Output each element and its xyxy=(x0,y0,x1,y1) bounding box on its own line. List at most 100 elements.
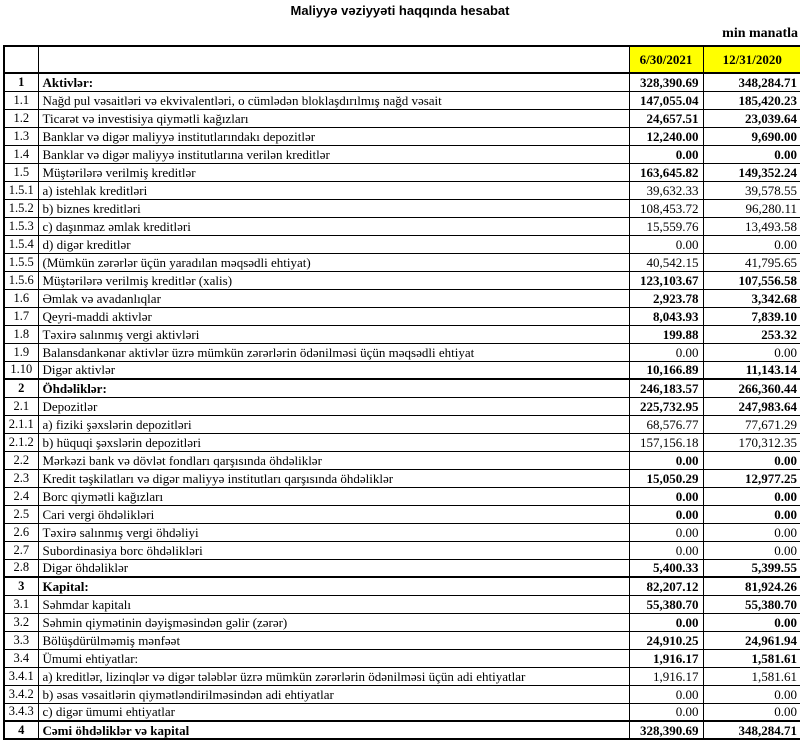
row-value-cell-period-1: 0.00 xyxy=(628,684,704,704)
row-value-cell-period-2: 11,143.14 xyxy=(702,360,800,380)
row-value-cell-period-2: 0.00 xyxy=(702,504,800,524)
table-row: 1.5.1 a) istehlak kreditləri 39,632.33 39,5… xyxy=(3,180,800,200)
table-row: 1.4 Banklar və digər maliyyə institutları… xyxy=(3,144,800,164)
row-label-cell: a) kreditlər, lizinqlər və digər tələblə… xyxy=(37,666,630,686)
row-value-cell-period-2: 107,556.58 xyxy=(702,270,800,290)
row-value-cell-period-2: 41,795.65 xyxy=(702,252,800,272)
row-value-cell-period-2: 348,284.71 xyxy=(702,72,800,92)
table-row: 1.6 Əmlak və avadanlıqlar 2,923.78 3,342.68 xyxy=(3,288,800,308)
row-value-cell-period-2: 348,284.71 xyxy=(702,720,800,740)
row-value-cell-period-1: 328,390.69 xyxy=(628,72,704,92)
table-body: 1 Aktivlər: 328,390.69 348,284.71 1.1 Nağd pu… xyxy=(3,72,800,740)
row-value-cell-period-1: 0.00 xyxy=(628,504,704,524)
row-value-cell-period-2: 81,924.26 xyxy=(702,576,800,596)
row-value-cell-period-1: 39,632.33 xyxy=(628,180,704,200)
row-label-cell: Kapital: xyxy=(37,576,630,596)
row-number-cell: 1.5.1 xyxy=(3,180,39,200)
header-column-period-2: 12/31/2020 xyxy=(702,45,800,74)
row-value-cell-period-2: 5,399.55 xyxy=(702,558,800,578)
row-value-cell-period-2: 7,839.10 xyxy=(702,306,800,326)
row-value-cell-period-1: 24,657.51 xyxy=(628,108,704,128)
row-label-cell: Qeyri-maddi aktivlər xyxy=(37,306,630,326)
table-row: 2 Öhdəliklər: 246,183.57 266,360.44 xyxy=(3,378,800,398)
table-row: 2.4 Borc qiymətli kağızları 0.00 0.00 xyxy=(3,486,800,506)
row-value-cell-period-2: 39,578.55 xyxy=(702,180,800,200)
row-value-cell-period-2: 0.00 xyxy=(702,612,800,632)
row-value-cell-period-1: 0.00 xyxy=(628,486,704,506)
row-value-cell-period-2: 12,977.25 xyxy=(702,468,800,488)
row-label-cell: Səhmdar kapitalı xyxy=(37,594,630,614)
row-value-cell-period-1: 0.00 xyxy=(628,702,704,722)
row-value-cell-period-2: 170,312.35 xyxy=(702,432,800,452)
row-label-cell: Mərkəzi bank və dövlət fondları qarşısın… xyxy=(37,450,630,470)
row-number-cell: 2.3 xyxy=(3,468,39,488)
table-row: 2.6 Təxirə salınmış vergi öhdəliyi 0.00 0.0… xyxy=(3,522,800,542)
table-row: 1.1 Nağd pul vəsaitləri və ekvivalentləri… xyxy=(3,90,800,110)
row-value-cell-period-1: 0.00 xyxy=(628,612,704,632)
table-row: 3 Kapital: 82,207.12 81,924.26 xyxy=(3,576,800,596)
row-number-cell: 1.8 xyxy=(3,324,39,344)
row-number-cell: 4 xyxy=(3,720,39,740)
row-number-cell: 1.5.6 xyxy=(3,270,39,290)
row-number-cell: 2.1.2 xyxy=(3,432,39,452)
row-label-cell: b) hüquqi şəxslərin depozitləri xyxy=(37,432,630,452)
row-value-cell-period-1: 108,453.72 xyxy=(628,198,704,218)
row-label-cell: Təxirə salınmış vergi aktivləri xyxy=(37,324,630,344)
row-value-cell-period-2: 1,581.61 xyxy=(702,666,800,686)
row-value-cell-period-2: 0.00 xyxy=(702,234,800,254)
row-value-cell-period-1: 5,400.33 xyxy=(628,558,704,578)
row-number-cell: 2.1 xyxy=(3,396,39,416)
row-number-cell: 1.5.4 xyxy=(3,234,39,254)
table-row: 1.5.5 (Mümkün zərərlər üçün yaradılan məq… xyxy=(3,252,800,272)
row-label-cell: (Mümkün zərərlər üçün yaradılan məqsədli… xyxy=(37,252,630,272)
row-value-cell-period-2: 0.00 xyxy=(702,684,800,704)
row-number-cell: 1.3 xyxy=(3,126,39,146)
row-label-cell: Ümumi ehtiyatlar: xyxy=(37,648,630,668)
row-number-cell: 1.4 xyxy=(3,144,39,164)
table-row: 1.9 Balansdankənar aktivlər üzrə mümkün z… xyxy=(3,342,800,362)
row-value-cell-period-1: 225,732.95 xyxy=(628,396,704,416)
table-row: 4 Cəmi öhdəliklər və kapital 328,390.69 348… xyxy=(3,720,800,740)
row-value-cell-period-2: 0.00 xyxy=(702,540,800,560)
row-value-cell-period-2: 9,690.00 xyxy=(702,126,800,146)
row-value-cell-period-2: 23,039.64 xyxy=(702,108,800,128)
row-number-cell: 2.1.1 xyxy=(3,414,39,434)
row-value-cell-period-2: 247,983.64 xyxy=(702,396,800,416)
table-row: 2.1.2 b) hüquqi şəxslərin depozitləri 157,… xyxy=(3,432,800,452)
row-label-cell: Nağd pul vəsaitləri və ekvivalentləri, o… xyxy=(37,90,630,110)
row-value-cell-period-1: 0.00 xyxy=(628,144,704,164)
row-value-cell-period-1: 1,916.17 xyxy=(628,666,704,686)
row-number-cell: 3.4.2 xyxy=(3,684,39,704)
row-number-cell: 2.5 xyxy=(3,504,39,524)
table-row: 3.1 Səhmdar kapitalı 55,380.70 55,380.70 xyxy=(3,594,800,614)
row-number-cell: 2 xyxy=(3,378,39,398)
row-number-cell: 1.5.5 xyxy=(3,252,39,272)
row-value-cell-period-1: 246,183.57 xyxy=(628,378,704,398)
row-value-cell-period-1: 123,103.67 xyxy=(628,270,704,290)
row-value-cell-period-1: 147,055.04 xyxy=(628,90,704,110)
row-number-cell: 1.6 xyxy=(3,288,39,308)
table-row: 3.2 Səhmin qiymətinin dəyişməsindən gəlir… xyxy=(3,612,800,632)
row-value-cell-period-1: 15,050.29 xyxy=(628,468,704,488)
row-number-cell: 1.5.3 xyxy=(3,216,39,236)
table-row: 1.8 Təxirə salınmış vergi aktivləri 199.88… xyxy=(3,324,800,344)
table-row: 3.4.1 a) kreditlər, lizinqlər və digər tə… xyxy=(3,666,800,686)
row-number-cell: 1.7 xyxy=(3,306,39,326)
row-value-cell-period-1: 328,390.69 xyxy=(628,720,704,740)
table-row: 2.8 Digər öhdəliklər 5,400.33 5,399.55 xyxy=(3,558,800,578)
row-value-cell-period-1: 12,240.00 xyxy=(628,126,704,146)
row-value-cell-period-1: 1,916.17 xyxy=(628,648,704,668)
row-number-cell: 1.1 xyxy=(3,90,39,110)
row-number-cell: 3.1 xyxy=(3,594,39,614)
table-row: 1.5.6 Müştərilərə verilmiş kreditlər (xal… xyxy=(3,270,800,290)
row-value-cell-period-2: 185,420.23 xyxy=(702,90,800,110)
row-label-cell: Cəmi öhdəliklər və kapital xyxy=(37,720,630,740)
row-value-cell-period-2: 13,493.58 xyxy=(702,216,800,236)
header-column-period-1: 6/30/2021 xyxy=(628,45,704,74)
row-number-cell: 1.5.2 xyxy=(3,198,39,218)
row-value-cell-period-2: 55,380.70 xyxy=(702,594,800,614)
row-label-cell: Digər aktivlər xyxy=(37,360,630,380)
row-value-cell-period-1: 10,166.89 xyxy=(628,360,704,380)
row-value-cell-period-1: 0.00 xyxy=(628,522,704,542)
